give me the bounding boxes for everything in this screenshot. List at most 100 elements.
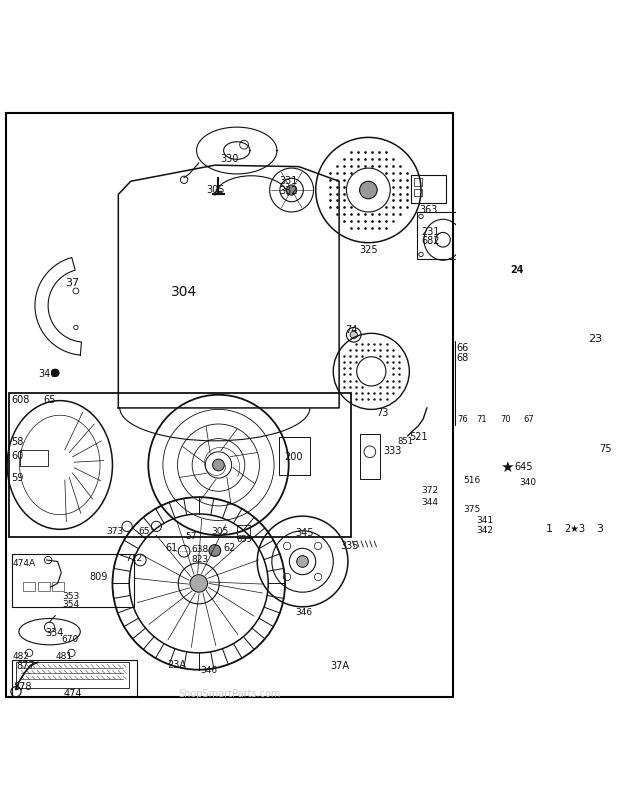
Text: 851: 851 [397,437,414,446]
Bar [454,341,570,425]
Bar [16,663,130,688]
Bar [360,434,380,479]
Text: 346: 346 [200,665,218,675]
Bar [414,179,422,187]
Circle shape [360,182,377,200]
Bar [539,509,620,547]
Text: 608: 608 [12,395,30,405]
Text: 74: 74 [345,324,357,335]
Text: 200: 200 [285,452,303,461]
Text: 353: 353 [63,591,80,600]
Text: 305: 305 [206,184,224,195]
Circle shape [286,186,297,196]
Bar [417,212,469,260]
Text: 65: 65 [138,526,149,535]
Text: 877: 877 [16,660,35,671]
Text: 346: 346 [38,368,56,379]
Text: 70: 70 [500,415,511,424]
Text: 823: 823 [192,555,208,564]
Text: 373: 373 [107,526,124,535]
Text: 516: 516 [463,475,480,484]
Text: 73: 73 [376,408,388,418]
Text: 1: 1 [546,523,553,533]
Circle shape [593,341,611,358]
Text: 482: 482 [13,650,30,660]
Text: 331: 331 [279,175,298,186]
Circle shape [190,575,208,593]
Bar [411,176,446,204]
Circle shape [297,556,308,568]
Text: 304: 304 [171,285,197,298]
Circle shape [593,410,603,421]
Text: 481: 481 [55,650,73,660]
Bar [539,321,620,507]
Text: 60: 60 [12,451,24,461]
Text: 57: 57 [185,532,197,541]
Text: 638: 638 [192,544,209,553]
Text: 682: 682 [421,235,440,246]
Circle shape [209,545,221,556]
Text: 375: 375 [463,504,480,513]
Text: 62: 62 [224,543,236,552]
Text: 344: 344 [421,497,438,506]
Text: 335: 335 [340,541,359,551]
Text: ★: ★ [500,459,513,474]
Text: 474: 474 [64,689,82,698]
Circle shape [51,370,59,377]
Text: 354: 354 [63,599,80,608]
Text: 2★3: 2★3 [564,523,585,533]
Bar [414,189,422,196]
Text: 809: 809 [89,572,107,581]
Text: 333: 333 [383,446,401,456]
Text: 346: 346 [295,607,312,616]
Text: 61: 61 [165,543,177,552]
Text: 342: 342 [477,526,494,534]
Text: 363: 363 [420,205,438,215]
Text: 37A: 37A [330,660,349,671]
Text: 670: 670 [61,635,79,644]
Bar [38,582,50,591]
Text: 59: 59 [12,473,24,483]
Text: 3: 3 [596,523,603,533]
Text: 474A: 474A [13,559,36,568]
Text: 345: 345 [295,528,314,538]
Text: 305: 305 [211,526,228,535]
Text: 330: 330 [220,153,239,164]
Text: 372: 372 [421,486,438,495]
Bar [53,582,64,591]
Text: 75: 75 [599,444,611,453]
Text: 521: 521 [409,431,428,441]
Bar [279,438,310,475]
Text: 68: 68 [456,352,468,363]
Text: ShopSmartParts.com: ShopSmartParts.com [179,689,281,698]
Text: 76: 76 [458,415,468,424]
Bar [24,582,35,591]
Text: 65: 65 [44,395,56,405]
Bar [12,660,137,697]
Text: 645: 645 [515,461,533,472]
Text: 655: 655 [237,534,252,543]
Text: 332: 332 [279,186,298,195]
Circle shape [213,460,224,471]
Text: 23: 23 [588,334,602,344]
Text: 23A: 23A [167,659,186,669]
Text: 58: 58 [12,436,24,446]
Bar [237,526,250,539]
Text: 24: 24 [510,264,524,275]
Text: 37: 37 [65,278,79,288]
Text: 71: 71 [477,415,487,424]
Bar [20,451,48,467]
Bar [9,394,351,537]
Circle shape [350,332,357,339]
Text: 231: 231 [421,227,440,237]
Text: 66: 66 [456,342,468,352]
Text: 325: 325 [360,244,378,254]
Bar [509,276,531,281]
Text: 67: 67 [523,415,534,424]
Text: 878: 878 [13,681,32,691]
Text: 334: 334 [45,627,64,637]
Text: 340: 340 [519,477,536,486]
Bar [12,555,135,607]
Circle shape [481,373,490,382]
Text: 712: 712 [126,553,143,562]
